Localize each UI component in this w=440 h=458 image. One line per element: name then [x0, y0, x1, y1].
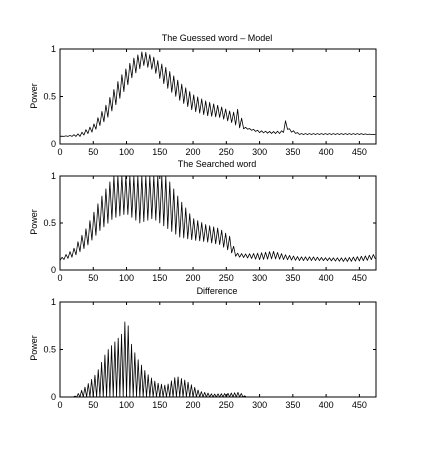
x-tick-label: 250 [219, 400, 234, 410]
x-tick-label: 350 [285, 273, 300, 283]
y-tick-label: 0 [51, 392, 56, 402]
y-axis-label: Power [29, 83, 39, 109]
y-tick-label: 0.5 [43, 345, 56, 355]
panel-title: Difference [197, 286, 238, 296]
y-axis-label: Power [29, 335, 39, 361]
y-tick-label: 1 [51, 171, 56, 181]
panel-guessed-word: The Guessed word – Model Power 0 50 100 150… [29, 33, 377, 157]
x-tick-label: 150 [152, 400, 167, 410]
axes-frame [59, 48, 377, 145]
x-tick-label: 300 [252, 273, 267, 283]
x-tick-label: 400 [319, 147, 334, 157]
x-tick-label: 150 [152, 273, 167, 283]
x-tick-label: 50 [88, 400, 98, 410]
series-line [60, 175, 376, 262]
x-tick-label: 300 [252, 400, 267, 410]
x-tick-label: 450 [352, 400, 367, 410]
x-tick-label: 0 [57, 273, 62, 283]
series-line [60, 321, 376, 397]
x-tick-label: 50 [88, 147, 98, 157]
x-tick-label: 200 [186, 273, 201, 283]
x-tick-label: 350 [285, 400, 300, 410]
panel-difference: Difference Power 0 50 100 150 200 250 300 350 40… [29, 286, 377, 410]
x-tick-label: 200 [186, 400, 201, 410]
panel-searched-word: The Searched word Power 0 50 100 150 200 250 3… [29, 159, 377, 283]
y-tick-label: 0.5 [43, 92, 56, 102]
x-tick-label: 100 [119, 147, 134, 157]
y-tick-label: 0 [51, 139, 56, 149]
x-tick-label: 450 [352, 147, 367, 157]
series-line [60, 51, 376, 137]
axes-frame [59, 175, 377, 271]
plot-area: 0 50 100 150 200 250 300 350 400 450 0 0.5 1 [43, 297, 377, 410]
x-tick-label: 350 [285, 147, 300, 157]
x-tick-label: 400 [319, 273, 334, 283]
x-tick-label: 50 [88, 273, 98, 283]
x-tick-label: 150 [152, 147, 167, 157]
x-tick-label: 250 [219, 273, 234, 283]
plot-area: 0 50 100 150 200 250 300 350 400 450 0 0.5 1 [43, 171, 377, 283]
panel-title: The Searched word [178, 159, 257, 169]
x-tick-label: 300 [252, 147, 267, 157]
x-tick-label: 100 [119, 273, 134, 283]
x-tick-label: 250 [219, 147, 234, 157]
x-tick-label: 450 [352, 273, 367, 283]
x-tick-label: 0 [57, 147, 62, 157]
y-tick-label: 0.5 [43, 218, 56, 228]
x-tick-label: 400 [319, 400, 334, 410]
y-tick-label: 1 [51, 44, 56, 54]
x-tick-label: 100 [119, 400, 134, 410]
x-tick-label: 200 [186, 147, 201, 157]
y-axis-label: Power [29, 209, 39, 235]
panel-title: The Guessed word – Model [162, 33, 273, 43]
plot-area: 0 50 100 150 200 250 300 350 400 450 0 0.5 1 [43, 44, 377, 157]
y-tick-label: 0 [51, 265, 56, 275]
x-tick-label: 0 [57, 400, 62, 410]
y-tick-label: 1 [51, 297, 56, 307]
